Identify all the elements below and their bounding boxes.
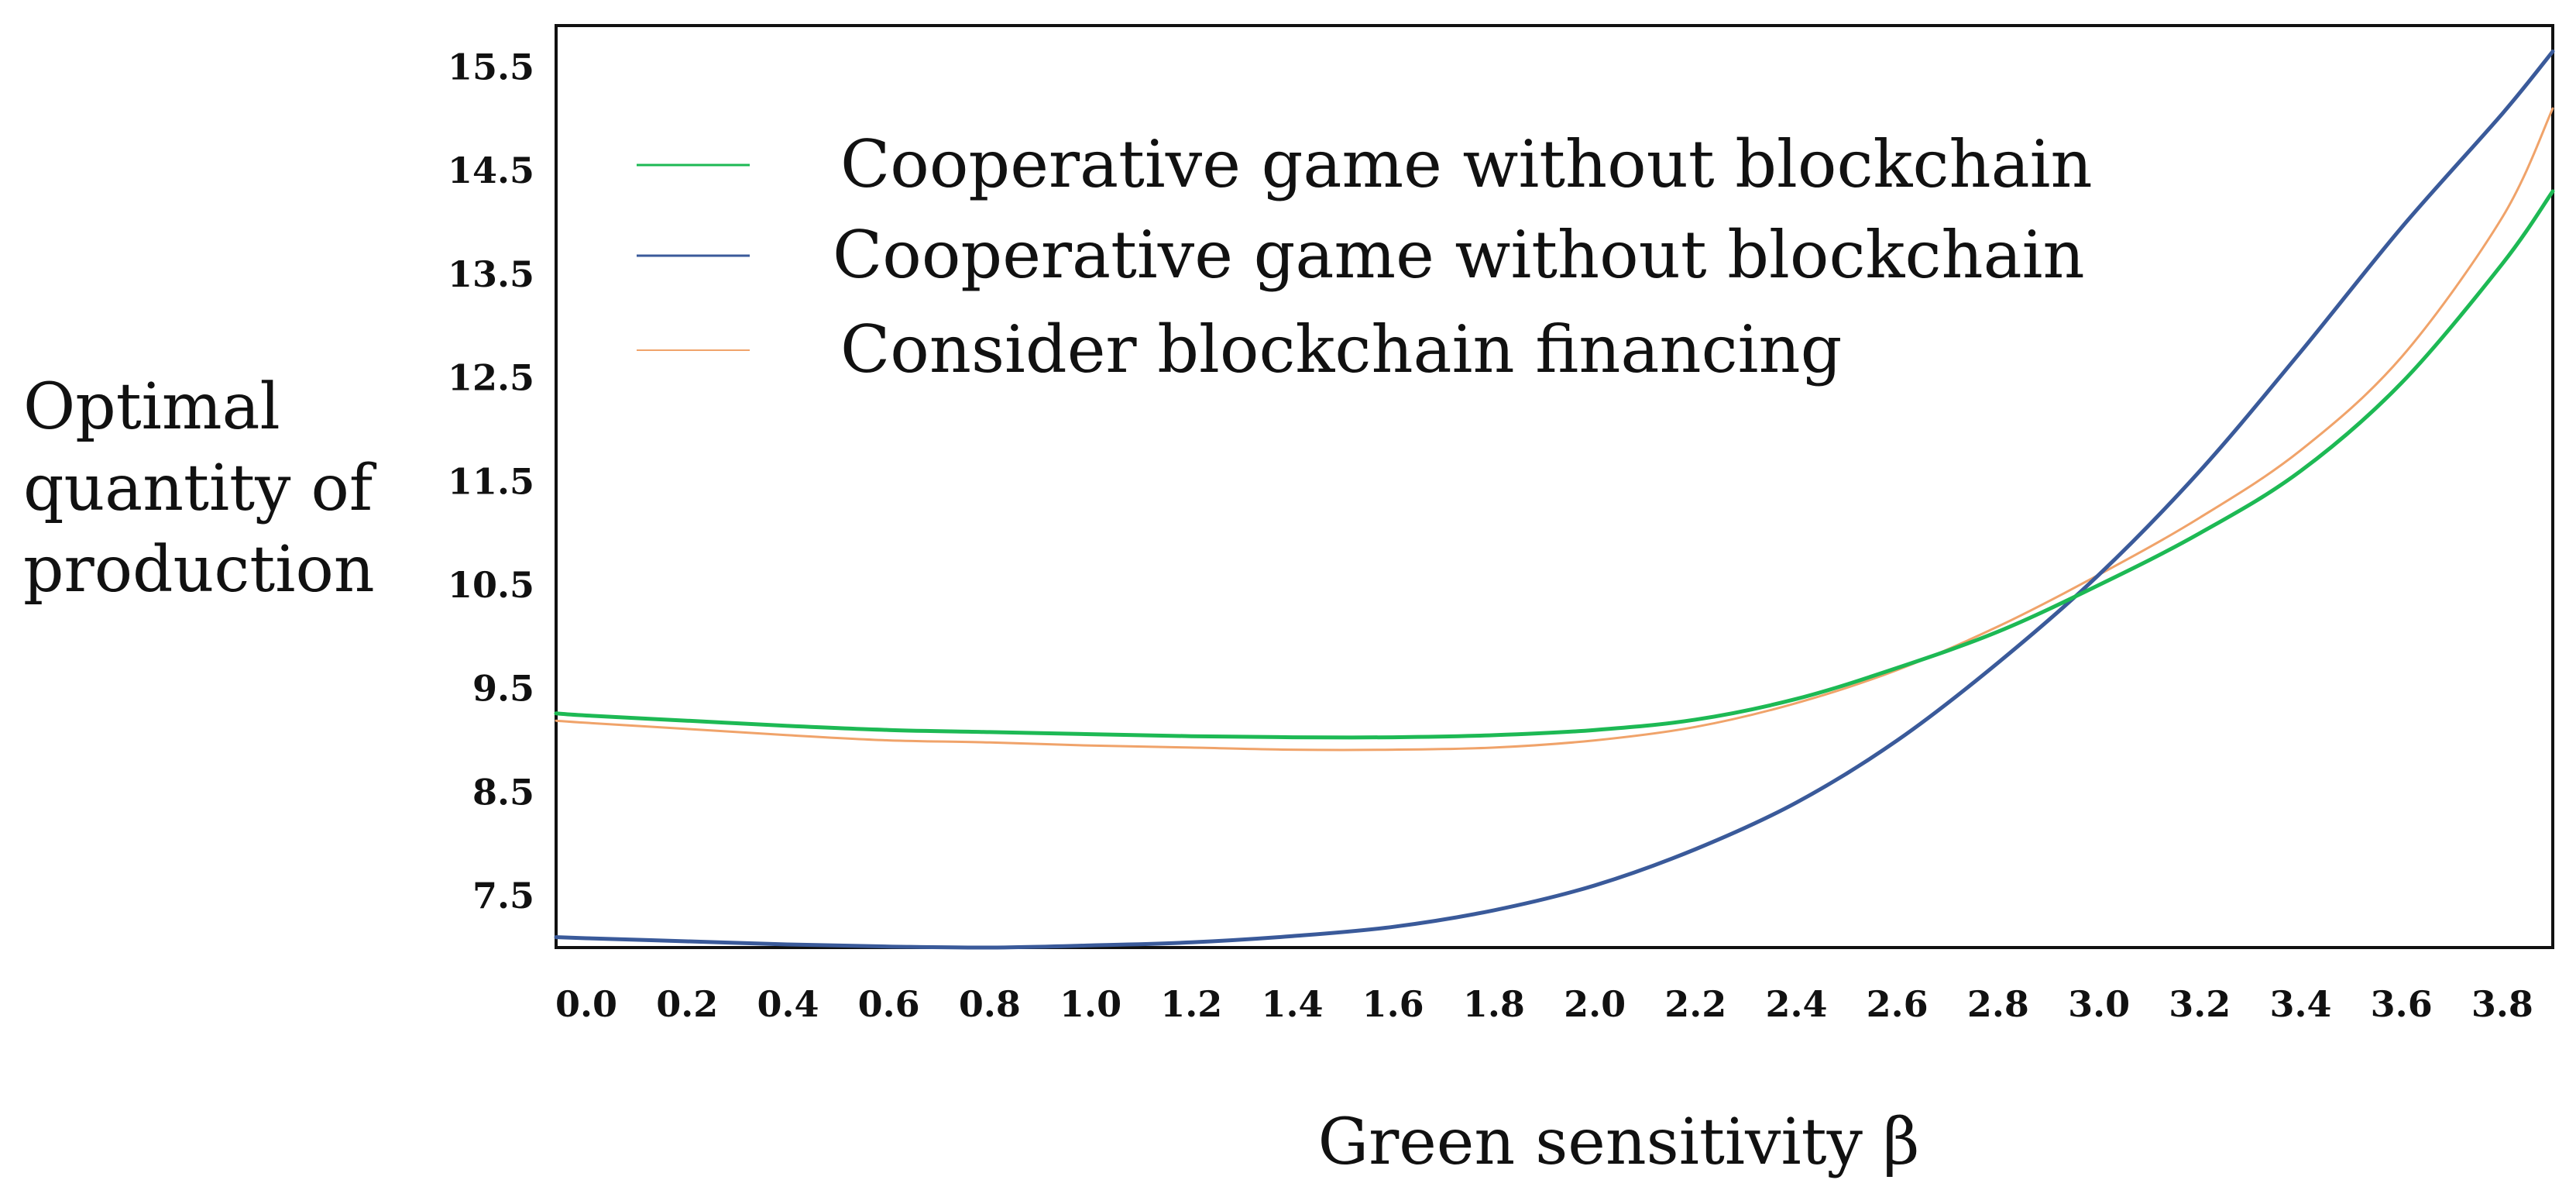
y-tick-label: 14.5 (448, 150, 534, 191)
x-tick-label: 1.2 (1160, 983, 1222, 1025)
x-tick-label: 0.2 (656, 983, 718, 1025)
x-tick-label: 3.0 (2068, 983, 2130, 1025)
y-axis-label: Optimal quantity of production (23, 370, 377, 607)
x-tick-labels: 0.0 0.2 0.4 0.6 0.8 1.0 1.2 1.4 1.6 1.8 2.0 2.2 2.4 2… (555, 983, 2533, 1025)
series-line-1 (554, 189, 2555, 740)
y-axis-label-line: production (23, 533, 375, 607)
x-tick-label: 3.8 (2471, 983, 2533, 1025)
x-tick-label: 2.6 (1867, 983, 1929, 1025)
x-tick-label: 0.8 (959, 983, 1021, 1025)
y-tick-label: 12.5 (448, 357, 534, 399)
y-tick-label: 9.5 (472, 668, 534, 710)
x-tick-label: 2.8 (1967, 983, 2029, 1025)
legend-label-3: Consider blockchain financing (840, 311, 1842, 387)
legend-label-1: Cooperative game without blockchain (840, 126, 2093, 202)
series-lines (554, 49, 2555, 950)
x-tick-label: 3.2 (2169, 983, 2231, 1025)
legend-label-2: Cooperative game without blockchain (833, 217, 2085, 293)
x-tick-label: 2.0 (1564, 983, 1626, 1025)
x-tick-label: 3.6 (2371, 983, 2433, 1025)
y-tick-label: 15.5 (448, 46, 534, 88)
y-tick-label: 11.5 (448, 460, 534, 502)
y-tick-label: 8.5 (472, 771, 534, 813)
x-tick-label: 2.4 (1765, 983, 1827, 1025)
y-tick-label: 7.5 (472, 875, 534, 917)
y-tick-label: 13.5 (448, 253, 534, 295)
y-axis-label-line: Optimal (23, 370, 280, 444)
x-tick-label: 0.0 (555, 983, 617, 1025)
series-line-3 (555, 107, 2554, 752)
x-tick-label: 0.4 (757, 983, 819, 1025)
x-tick-label: 1.6 (1362, 983, 1424, 1025)
x-tick-label: 1.4 (1261, 983, 1323, 1025)
x-tick-label: 0.6 (858, 983, 920, 1025)
x-tick-label: 2.2 (1664, 983, 1726, 1025)
legend: Cooperative game without blockchain Coope… (637, 126, 2093, 387)
y-tick-label: 10.5 (448, 564, 534, 606)
y-tick-labels: 7.5 8.5 9.5 10.5 11.5 12.5 13.5 14.5 15.5 (448, 46, 534, 917)
x-tick-label: 1.8 (1463, 983, 1525, 1025)
x-tick-label: 1.0 (1060, 983, 1121, 1025)
series-line-2 (554, 49, 2555, 950)
y-axis-label-line: quantity of (23, 452, 377, 525)
x-tick-label: 3.4 (2269, 983, 2331, 1025)
plot-frame (555, 24, 2554, 949)
x-axis-label: Green sensitivity β (1318, 1106, 1920, 1179)
